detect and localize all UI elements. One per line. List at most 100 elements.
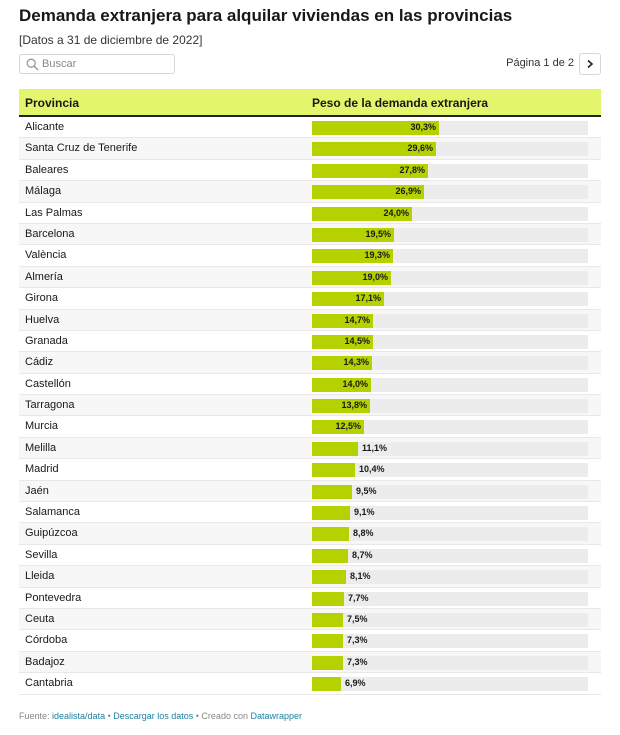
table-row: Murcia 12,5% [19,416,601,438]
column-header-province[interactable]: Provincia [25,96,80,110]
bar-value-label: 9,1% [354,507,375,518]
bar-value-label: 30,3% [410,122,436,132]
bar-value-label: 14,5% [344,335,370,346]
search-input[interactable] [42,56,170,72]
column-header-value[interactable]: Peso de la demanda extranjera [312,96,489,110]
bar-value-label: 19,0% [362,271,388,282]
bar [312,334,373,349]
bar-track: 7,5% [312,612,588,627]
bar [312,591,344,606]
table-row: Alicante 30,3% [19,117,601,139]
province-name: Girona [25,292,59,305]
bar-track: 12,5% [312,420,588,435]
chart-title: Demanda extranjera para alquilar viviend… [19,6,513,25]
province-name: Santa Cruz de Tenerife [25,142,138,155]
table-row: Pontevedra 7,7% [19,588,601,609]
chevron-right-icon [587,59,594,69]
bar [312,313,373,328]
table-row: Melilla 11,1% [19,437,601,460]
bar [312,634,343,649]
bar-track: 6,9% [312,677,588,692]
table-body: Alicante 30,3% Santa Cruz de Tenerife 29,6%… [19,117,601,695]
bar [312,677,341,692]
bar-track: 8,1% [312,570,588,585]
pagination-label: Página 1 de 2 [506,57,574,69]
province-name: Barcelona [25,227,75,240]
source-link[interactable]: idealista/data [52,711,106,721]
table-row: Almería 19,0% [19,266,601,289]
province-name: Málaga [25,185,62,198]
province-name: Castellón [25,377,71,390]
bar-track: 8,8% [312,527,588,542]
province-name: València [25,249,67,262]
table-row: Baleares 27,8% [19,160,601,182]
province-name: Granada [25,334,68,347]
table-row: Córdoba 7,3% [19,630,601,652]
bar-value-label: 7,3% [347,635,368,646]
province-name: Lleida [25,570,55,583]
bar-track: 8,7% [312,548,588,563]
bar-value-label: 7,5% [347,613,368,624]
table-row: Guipúzcoa 8,8% [19,523,601,545]
table-row: Madrid 10,4% [19,459,601,481]
bar-value-label: 7,3% [347,656,368,667]
bar [312,548,348,563]
bar [312,484,352,499]
table-row: Barcelona 19,5% [19,223,601,246]
table-row: Salamanca 9,1% [19,502,601,524]
province-name: Pontevedra [25,591,82,604]
province-name: Melilla [25,441,57,454]
province-name: Ceuta [25,612,55,625]
data-table: Provincia Peso de la demanda extranjera … [19,89,601,695]
table-row: Castellón 14,0% [19,374,601,396]
bar-value-label: 9,5% [356,485,377,496]
province-name: Cádiz [25,356,54,369]
bar-value-label: 14,0% [342,378,368,389]
search-box[interactable] [19,54,175,74]
datawrapper-link[interactable]: Datawrapper [250,711,302,721]
bar-track: 14,5% [312,334,588,349]
bar-track: 19,3% [312,249,588,264]
province-name: Madrid [25,463,59,476]
bar-track: 11,1% [312,441,588,456]
province-name: Sevilla [25,548,58,561]
bar-value-label: 29,6% [407,143,433,154]
bar-value-label: 19,5% [365,228,391,239]
province-name: Badajoz [25,655,65,668]
download-data-link[interactable]: Descargar los datos [113,711,194,721]
bar-value-label: 8,1% [350,571,371,582]
bar-track: 10,4% [312,463,588,478]
bar [312,163,428,178]
table-row: Girona 17,1% [19,288,601,310]
bar-value-label: 8,8% [353,528,374,539]
bar-value-label: 13,8% [341,400,367,411]
bar-value-label: 8,7% [352,549,373,560]
bar [312,142,436,157]
bar [312,441,358,456]
province-name: Murcia [25,420,59,433]
table-row: Sevilla 8,7% [19,545,601,567]
table-row: Badajoz 7,3% [19,651,601,674]
bar [312,527,349,542]
bar-value-label: 14,7% [344,314,370,325]
province-name: Huelva [25,313,60,326]
bar-value-label: 27,8% [399,164,425,175]
province-name: Baleares [25,163,69,176]
search-icon [26,58,39,71]
table-row: Granada 14,5% [19,331,601,353]
bar [312,612,343,627]
bar [312,377,371,392]
province-name: Córdoba [25,634,68,647]
bar-track: 30,3% [312,121,588,135]
bar-track: 24,0% [312,206,588,221]
bar-value-label: 12,5% [335,421,361,432]
bar [312,420,364,435]
next-page-button[interactable] [579,53,601,75]
province-name: Tarragona [25,399,75,412]
bar [312,399,370,414]
province-name: Alicante [25,121,65,133]
table-row: Santa Cruz de Tenerife 29,6% [19,138,601,160]
bar-value-label: 26,9% [395,186,421,197]
bar-track: 29,6% [312,142,588,157]
table-row: Lleida 8,1% [19,566,601,588]
